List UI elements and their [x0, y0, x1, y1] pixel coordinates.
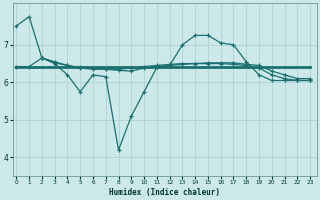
X-axis label: Humidex (Indice chaleur): Humidex (Indice chaleur) [109, 188, 220, 197]
